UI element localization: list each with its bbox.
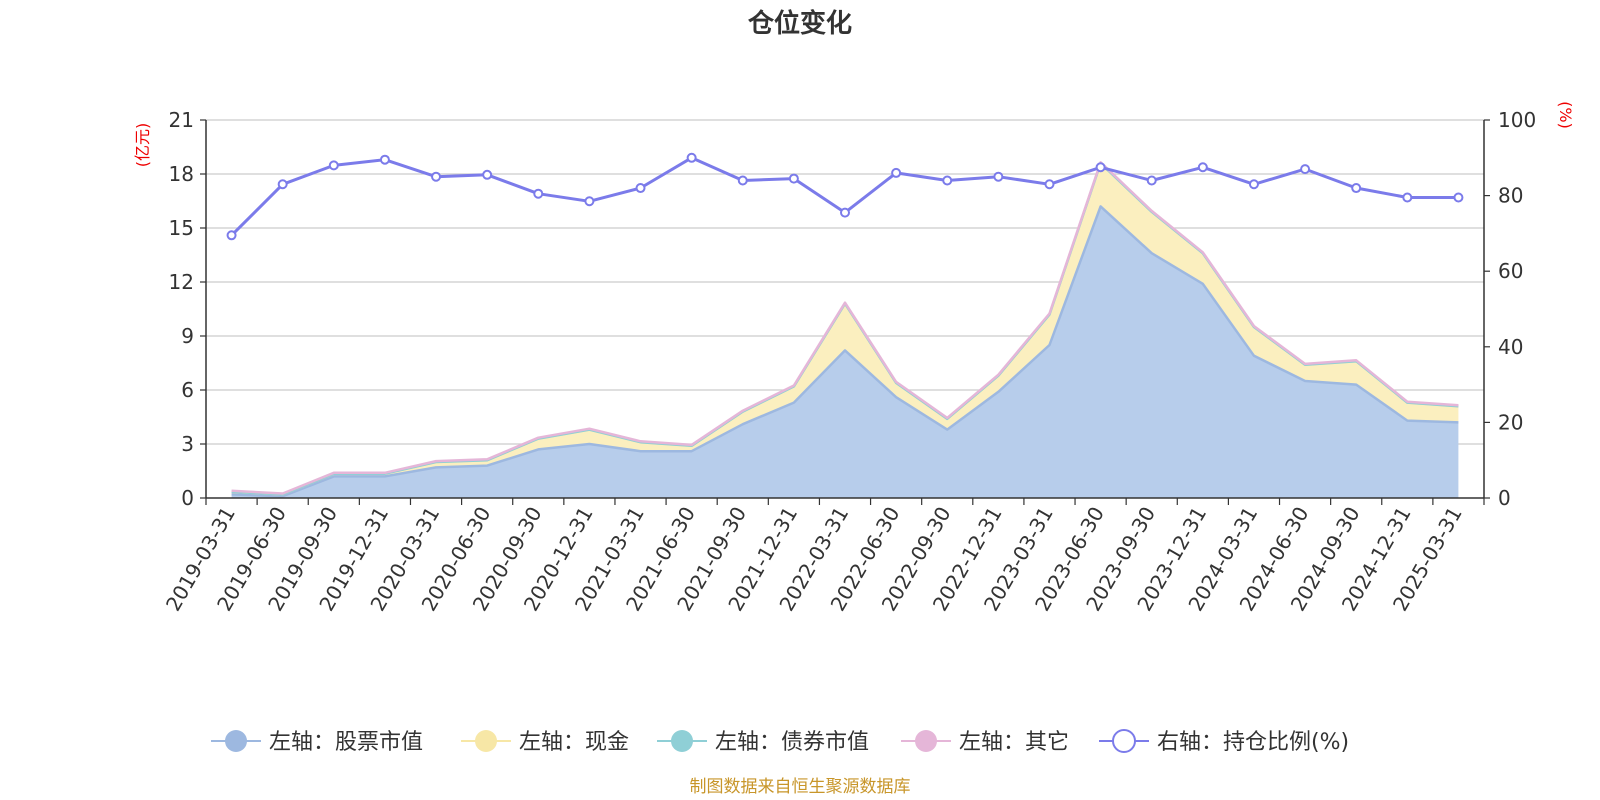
right-tick-label: 60 — [1498, 259, 1523, 283]
left-tick-label: 0 — [181, 486, 194, 510]
ratio-point — [891, 167, 902, 178]
legend-marker-0 — [225, 730, 247, 752]
ratio-point — [1351, 183, 1362, 194]
right-axis-label: (%) — [1556, 101, 1575, 129]
left-tick-label: 18 — [169, 162, 194, 186]
ratio-point — [379, 154, 390, 165]
left-tick-label: 9 — [181, 324, 194, 348]
ratio-point — [840, 207, 850, 218]
ratio-point — [1146, 175, 1157, 186]
left-tick-label: 3 — [181, 432, 194, 456]
chart-title: 仓位变化 — [747, 8, 852, 39]
ratio-point — [533, 188, 544, 199]
right-tick-label: 20 — [1498, 410, 1523, 434]
data-source-note: 制图数据来自恒生聚源数据库 — [690, 777, 911, 797]
ratio-point — [1095, 162, 1106, 173]
ratio-point — [431, 171, 442, 182]
area-top-line-3 — [231, 161, 1459, 495]
legend-label-2: 左轴：债券市值 — [715, 730, 869, 755]
ratio-point — [226, 230, 237, 241]
ratio-point — [1402, 192, 1413, 203]
ratio-point — [942, 175, 953, 186]
legend: 左轴：股票市值 左轴：现金 左轴：债券市值 左轴：其它 右轴：持仓比例(%) — [211, 729, 1349, 755]
ratio-point — [1044, 179, 1055, 190]
area-0 — [231, 206, 1459, 498]
left-tick-label: 21 — [169, 108, 194, 132]
left-tick-label: 15 — [169, 216, 194, 240]
ratio-point — [1453, 192, 1464, 203]
left-tick-label: 12 — [169, 270, 194, 294]
legend-label-1: 左轴：现金 — [519, 730, 629, 755]
ratio-point — [277, 179, 288, 190]
ratio-points — [226, 152, 1464, 241]
area-1 — [231, 163, 1459, 497]
right-tick-label: 40 — [1498, 335, 1523, 359]
legend-label-3: 左轴：其它 — [959, 730, 1069, 755]
ratio-point — [482, 169, 493, 180]
ratio-point — [1197, 162, 1208, 173]
legend-marker-2 — [671, 730, 693, 752]
ratio-point — [993, 171, 1004, 182]
ratio-point — [1300, 164, 1311, 175]
legend-marker-4 — [1112, 729, 1136, 753]
ratio-point — [737, 175, 748, 186]
left-axis-label: (亿元) — [133, 123, 152, 168]
ratio-point — [686, 152, 697, 163]
left-tick-label: 6 — [181, 378, 194, 402]
area-top-line-0 — [231, 205, 1459, 498]
legend-label-4: 右轴：持仓比例(%) — [1157, 730, 1349, 755]
ratio-point — [328, 160, 339, 171]
ratio-line — [230, 156, 1459, 237]
right-tick-label: 100 — [1498, 108, 1536, 132]
stacked-areas — [231, 162, 1459, 498]
ratio-point — [788, 173, 799, 184]
ratio-point — [584, 196, 595, 207]
right-tick-label: 80 — [1498, 184, 1523, 208]
legend-marker-1 — [475, 730, 497, 752]
ratio-point — [635, 183, 646, 194]
legend-label-0: 左轴：股票市值 — [269, 730, 423, 755]
ratio-point — [1248, 179, 1259, 190]
legend-marker-3 — [915, 730, 937, 752]
right-tick-label: 0 — [1498, 486, 1511, 510]
